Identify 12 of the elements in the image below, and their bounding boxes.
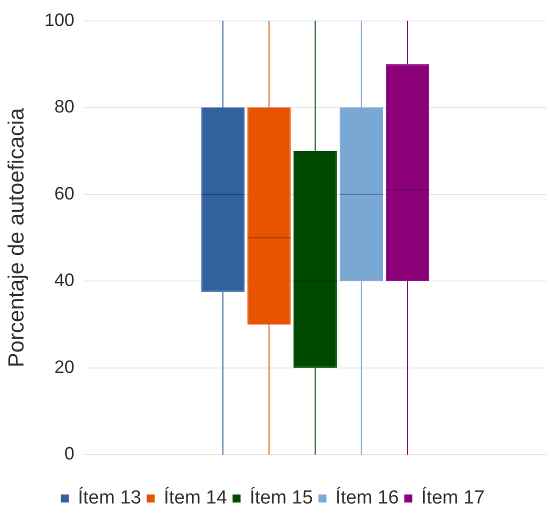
y-tick-label: 100 (44, 10, 74, 30)
y-tick-label: 20 (54, 356, 74, 377)
legend-label: Ítem 13 (78, 486, 142, 509)
legend-label: Ítem 16 (335, 486, 399, 509)
legend-label: Ítem 17 (421, 486, 485, 509)
y-axis-title: Porcentaje de autoeficacia (3, 107, 28, 368)
y-tick-label: 40 (54, 270, 74, 290)
legend-label: Ítem 14 (164, 486, 228, 509)
y-tick-label: 0 (64, 444, 74, 464)
y-tick-label: 80 (54, 96, 74, 117)
legend-label: Ítem 15 (250, 486, 313, 509)
y-tick-label: 60 (54, 183, 74, 204)
